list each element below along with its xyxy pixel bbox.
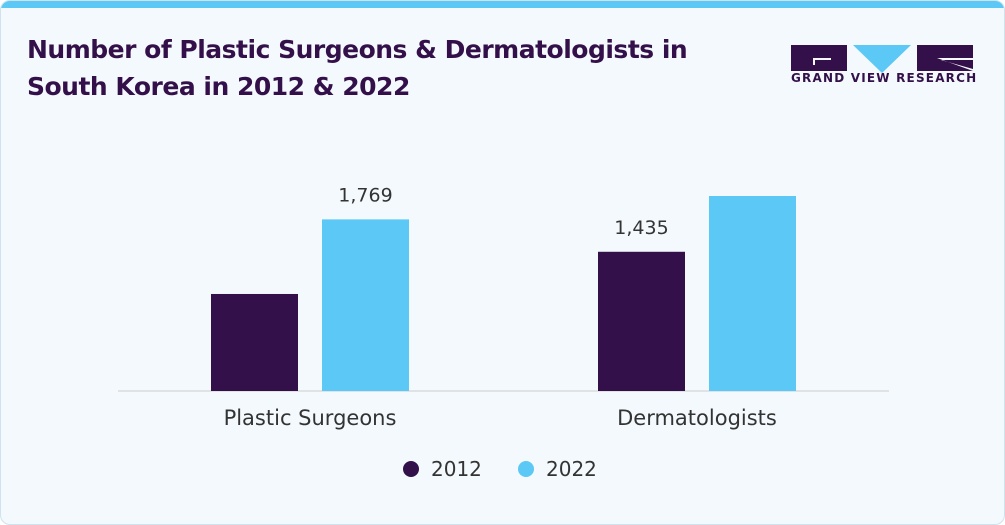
x-tick-label: Plastic Surgeons bbox=[224, 406, 397, 430]
bar-dermatologists-2022 bbox=[709, 196, 796, 391]
bar-plastic-surgeons-2022 bbox=[322, 219, 409, 391]
accent-bar bbox=[1, 1, 1004, 8]
grand-view-research-logo bbox=[791, 45, 973, 73]
data-label: 1,769 bbox=[338, 184, 392, 206]
legend-marker-2012 bbox=[403, 461, 419, 477]
chart-title: Number of Plastic Surgeons & Dermatologi… bbox=[27, 35, 688, 101]
logo-text: GRAND VIEW RESEARCH bbox=[791, 71, 978, 85]
legend-label-2012: 2012 bbox=[431, 457, 482, 481]
legend-marker-2022 bbox=[518, 461, 534, 477]
data-label: 1,435 bbox=[614, 217, 668, 239]
bar-plastic-surgeons-2012 bbox=[211, 293, 298, 391]
bar-dermatologists-2012 bbox=[598, 251, 685, 391]
legend-label-2022: 2022 bbox=[546, 457, 597, 481]
x-tick-label: Dermatologists bbox=[617, 406, 777, 430]
